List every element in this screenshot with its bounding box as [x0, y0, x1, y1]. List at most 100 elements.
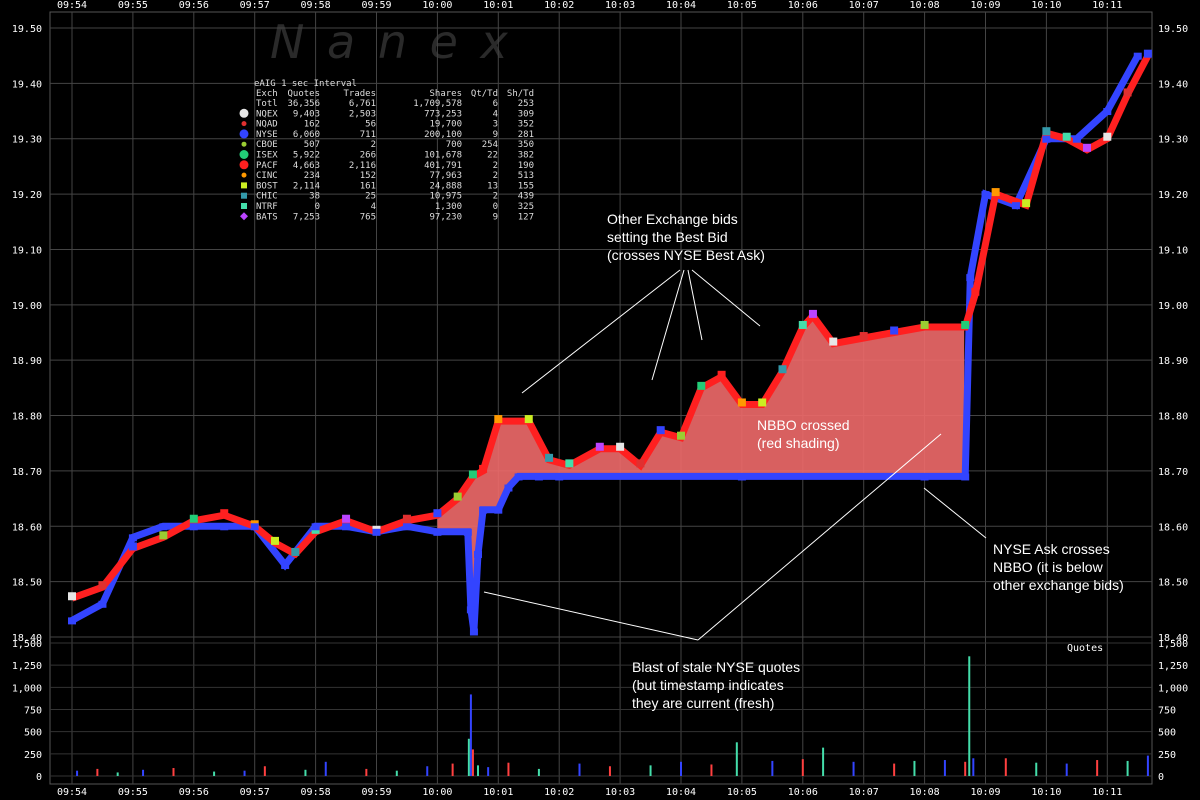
volume-tick-label-left: 1,500	[12, 639, 42, 650]
axis-ticks: 09:54 09:54 09:55 09:55 09:56 09:56 09:57 09:57…	[12, 0, 1188, 798]
best-bid-point	[677, 431, 685, 440]
best-bid-point	[859, 332, 868, 341]
best-bid-point	[920, 320, 929, 329]
legend-cell: 253	[518, 99, 534, 109]
volume-tick-label-left: 250	[24, 750, 42, 761]
annotation-text: they are current (fresh)	[632, 695, 774, 711]
price-tick-label-right: 18.40	[1158, 633, 1188, 644]
annotation-pointer	[521, 269, 681, 394]
nyse-ask-point	[372, 528, 381, 536]
legend-cell: 9	[493, 212, 498, 222]
volume-tick-label-left: 0	[36, 772, 42, 783]
best-bid-points	[68, 49, 1152, 601]
volume-bar	[968, 656, 971, 776]
legend-cell: 2,503	[349, 109, 376, 119]
volume-bar	[426, 766, 429, 776]
annotation-pointer	[687, 269, 703, 341]
legend-cell: 266	[360, 151, 376, 161]
x-tick-label-bottom: 10:10	[1031, 787, 1061, 798]
best-bid-point	[189, 514, 198, 523]
nyse-ask-point	[281, 562, 290, 570]
annotation-text: NYSE Ask crosses	[993, 541, 1110, 557]
annotation-text: (but timestamp indicates	[632, 677, 784, 693]
legend-cell: 2	[493, 161, 498, 171]
legend-cell: 2,114	[293, 181, 320, 191]
x-tick-label-top: 10:02	[544, 0, 574, 11]
volume-tick-label-left: 1,000	[12, 683, 42, 694]
volume-bar	[608, 766, 611, 776]
legend-cell: CBOE	[256, 140, 278, 150]
best-bid-point	[494, 415, 503, 424]
x-tick-label-top: 10:05	[727, 0, 757, 11]
x-tick-label-top: 09:57	[240, 0, 270, 11]
legend-cell: 254	[482, 140, 498, 150]
legend-cell: 22	[487, 151, 498, 161]
volume-bar	[96, 768, 99, 776]
legend-cell: 190	[518, 161, 534, 171]
legend-cell: 6	[493, 99, 498, 109]
legend-cell: 773,253	[424, 109, 462, 119]
best-bid-point	[342, 514, 351, 523]
nyse-ask-point	[68, 617, 76, 625]
price-tick-label-left: 19.50	[12, 24, 42, 35]
legend-cell: ISEX	[256, 151, 278, 161]
annotation-text: (crosses NYSE Best Ask)	[607, 247, 765, 263]
price-tick-label-left: 18.40	[12, 633, 42, 644]
volume-bar	[243, 770, 246, 776]
annotations: Other Exchange bids setting the Best Bid (…	[483, 211, 1124, 711]
legend-column-header: Shares	[429, 89, 462, 99]
legend-cell: 155	[518, 181, 534, 191]
volume-tick-label-right: 0	[1158, 772, 1164, 783]
volume-tick-label-right: 1,500	[1158, 639, 1188, 650]
volume-tick-label-left: 500	[24, 728, 42, 739]
legend-cell: NQEX	[256, 109, 278, 119]
volume-bar	[852, 761, 855, 776]
x-tick-label-bottom: 09:57	[240, 787, 270, 798]
volume-bar	[324, 761, 327, 776]
legend-cell: 161	[360, 181, 376, 191]
volume-tick-label-left: 1,250	[12, 661, 42, 672]
watermark: N a n e x	[270, 15, 512, 69]
x-tick-label-bottom: 10:01	[483, 787, 513, 798]
legend-cell: BOST	[256, 181, 278, 191]
nyse-ask-point	[479, 506, 488, 514]
legend-marker	[241, 172, 247, 178]
x-tick-label-bottom: 09:56	[179, 787, 209, 798]
nyse-ask-point	[514, 473, 523, 481]
legend-cell: 350	[518, 140, 534, 150]
volume-bar	[537, 768, 540, 776]
nyse-ask-point	[98, 600, 107, 608]
price-tick-label-right: 18.50	[1158, 578, 1188, 589]
legend-cell: 127	[518, 212, 534, 222]
legend-cell: 5,922	[293, 151, 320, 161]
legend-cell: 4,663	[293, 161, 320, 171]
volume-bar	[801, 759, 804, 776]
nyse-ask-point	[1042, 135, 1051, 143]
legend-cell: NTRF	[256, 202, 278, 212]
x-tick-label-bottom: 10:09	[970, 787, 1000, 798]
price-tick-label-right: 19.30	[1158, 135, 1188, 146]
best-bid-point	[890, 326, 899, 335]
x-tick-label-bottom: 10:04	[666, 787, 696, 798]
best-bid-point	[402, 514, 411, 523]
volume-bar	[710, 764, 713, 776]
volume-bar	[578, 763, 581, 776]
price-tick-label-right: 19.40	[1158, 79, 1188, 90]
x-tick-label-top: 09:59	[361, 0, 391, 11]
best-bid-point	[829, 337, 838, 346]
price-plot	[68, 49, 1152, 636]
legend-cell: 382	[518, 151, 534, 161]
best-bid-point	[778, 365, 787, 374]
nyse-ask-point	[128, 534, 137, 542]
x-tick-label-top: 09:56	[179, 0, 209, 11]
legend-cell: 325	[518, 202, 534, 212]
legend-cell: 36,356	[287, 99, 320, 109]
best-bid-point	[1022, 199, 1031, 208]
price-tick-label-right: 19.20	[1158, 190, 1188, 201]
volume-tick-label-left: 750	[24, 706, 42, 717]
volume-bar	[1146, 755, 1149, 776]
volume-tick-label-right: 750	[1158, 706, 1176, 717]
best-bid-point	[479, 464, 488, 473]
legend-cell: 77,963	[429, 171, 462, 181]
legend-cell: 9	[493, 130, 498, 140]
